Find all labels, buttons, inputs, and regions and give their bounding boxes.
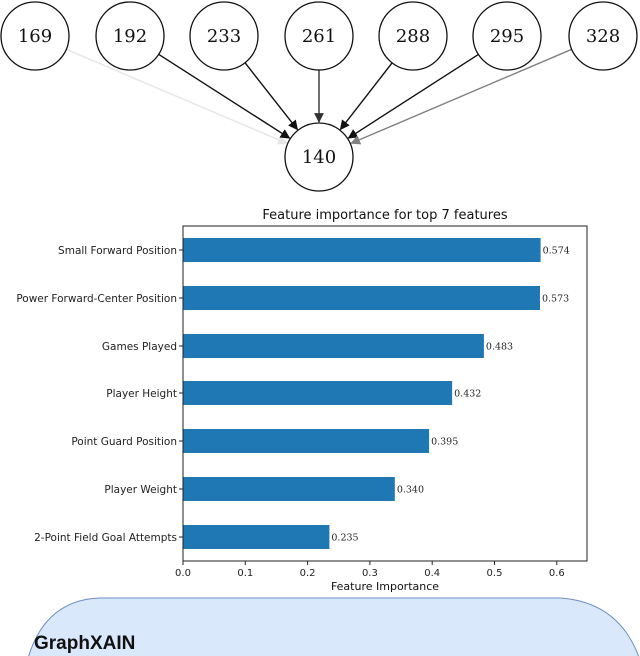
bar[interactable]: [183, 477, 395, 501]
bar-row: Point Guard Position 0.395: [71, 429, 458, 453]
y-tick-label: Player Weight: [104, 484, 177, 496]
bar-row: Power Forward-Center Position 0.573: [16, 286, 569, 310]
node-label: 295: [490, 26, 524, 47]
bar-value-label: 0.573: [542, 294, 569, 305]
node-circle: [378, 1, 448, 71]
bar[interactable]: [183, 238, 541, 262]
node-label: 169: [18, 26, 52, 47]
y-tick-label: Power Forward-Center Position: [16, 293, 177, 305]
graph-edges: [66, 48, 572, 145]
node-label: 261: [302, 26, 336, 47]
edge-295-to-140: [347, 53, 479, 139]
node-circle: [284, 1, 354, 71]
node-295[interactable]: 295: [472, 1, 542, 71]
node-140[interactable]: 140: [284, 122, 354, 192]
bar-value-label: 0.432: [454, 389, 481, 400]
bar-row: 2-Point Field Goal Attempts 0.235: [34, 525, 359, 549]
node-circle: [95, 1, 165, 71]
x-axis-ticks: 0.0 0.1 0.2 0.3 0.4 0.5 0.6: [175, 561, 565, 579]
bar-row: Games Played 0.483: [102, 334, 513, 358]
x-tick-label: 0.2: [300, 568, 316, 579]
node-label: 328: [586, 26, 620, 47]
edge-169-to-140: [66, 48, 288, 145]
edge-192-to-140: [158, 53, 291, 139]
graphxain-panel: [28, 597, 639, 656]
bar-value-label: 0.574: [543, 246, 570, 257]
bar-value-label: 0.395: [431, 437, 458, 448]
bar-row: Player Height 0.432: [106, 381, 481, 405]
node-circle: [568, 1, 638, 71]
y-tick-label: Point Guard Position: [71, 436, 177, 448]
chart-bars: Small Forward Position 0.574 Power Forward…: [16, 238, 570, 549]
node-circle: [0, 1, 70, 71]
node-261[interactable]: 261: [284, 1, 354, 71]
node-label: 233: [207, 26, 241, 47]
node-circle: [284, 122, 354, 192]
y-tick-label: Small Forward Position: [58, 245, 177, 257]
node-label: 140: [302, 147, 336, 168]
y-tick-label: 2-Point Field Goal Attempts: [34, 532, 177, 544]
bar[interactable]: [183, 334, 484, 358]
y-tick-label: Games Played: [102, 341, 177, 353]
bar[interactable]: [183, 381, 453, 405]
x-tick-label: 0.4: [424, 568, 440, 579]
node-169[interactable]: 169: [0, 1, 70, 71]
bar-value-label: 0.483: [486, 342, 513, 353]
graph-diagram: 169 192 233 261 288 295 328 140: [0, 1, 638, 192]
panel-title: GraphXAIN: [34, 633, 136, 654]
bar-value-label: 0.235: [331, 533, 358, 544]
bar[interactable]: [183, 429, 430, 453]
bar-value-label: 0.340: [397, 485, 424, 496]
x-tick-label: 0.1: [237, 568, 253, 579]
bar[interactable]: [183, 525, 330, 549]
x-tick-label: 0.5: [487, 568, 503, 579]
panel-shape: [28, 597, 639, 656]
x-tick-label: 0.6: [549, 568, 565, 579]
edge-233-to-140: [244, 62, 298, 131]
node-192[interactable]: 192: [95, 1, 165, 71]
bar-row: Player Weight 0.340: [104, 477, 424, 501]
node-328[interactable]: 328: [568, 1, 638, 71]
chart-title: Feature importance for top 7 features: [262, 208, 507, 223]
edge-328-to-140: [350, 48, 572, 145]
x-tick-label: 0.3: [362, 568, 378, 579]
bar-row: Small Forward Position 0.574: [58, 238, 570, 262]
node-label: 192: [113, 26, 147, 47]
bar[interactable]: [183, 286, 540, 310]
y-tick-label: Player Height: [106, 388, 177, 400]
node-circle: [472, 1, 542, 71]
node-233[interactable]: 233: [189, 1, 259, 71]
x-tick-label: 0.0: [175, 568, 191, 579]
feature-importance-chart: Feature importance for top 7 features Sm…: [16, 208, 588, 593]
node-circle: [189, 1, 259, 71]
node-label: 288: [396, 26, 430, 47]
node-288[interactable]: 288: [378, 1, 448, 71]
graph-nodes: 169 192 233 261 288 295 328 140: [0, 1, 638, 192]
x-axis-label: Feature Importance: [331, 580, 439, 593]
edge-288-to-140: [339, 62, 393, 131]
plot-frame: [182, 225, 588, 562]
